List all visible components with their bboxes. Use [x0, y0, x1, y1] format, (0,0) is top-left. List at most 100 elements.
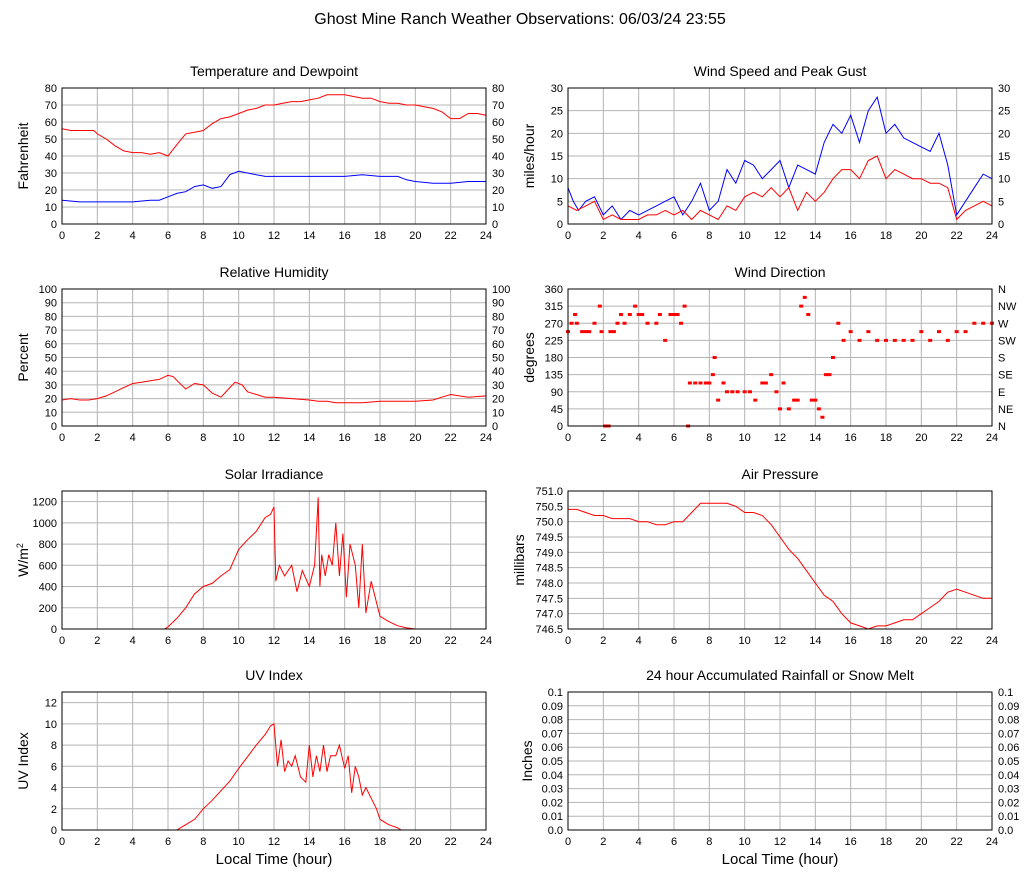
x-tick-label: 4	[636, 836, 642, 848]
x-tick-label: 20	[409, 836, 421, 848]
y-tick-label: 749.5	[535, 532, 563, 544]
x-tick-label: 2	[600, 836, 606, 848]
chart-title: Temperature and Dewpoint	[190, 63, 358, 79]
data-point	[633, 304, 638, 308]
right-axis-label: 20	[492, 394, 504, 406]
y-tick-label: 70	[45, 325, 57, 337]
x-tick-label: 16	[339, 635, 351, 647]
y-tick-label: 748.5	[535, 563, 563, 575]
data-point	[569, 321, 574, 325]
right-axis-label: 15	[998, 151, 1010, 163]
data-point	[682, 304, 687, 308]
data-point	[809, 398, 814, 402]
right-axis-label: NW	[998, 301, 1017, 313]
y-tick-label: 200	[39, 603, 57, 615]
x-tick-label: 6	[671, 836, 677, 848]
right-axis-label: 50	[492, 353, 504, 365]
right-axis-label: NE	[998, 404, 1013, 416]
data-point	[672, 312, 676, 316]
right-axis-label: 10	[492, 202, 504, 214]
chart-title: Wind Speed and Peak Gust	[694, 63, 867, 79]
data-point	[781, 381, 786, 385]
y-tick-label: 80	[45, 311, 57, 323]
x-tick-label: 10	[233, 432, 245, 444]
y-axis-label: Inches	[519, 740, 535, 781]
x-axis-label: Local Time (hour)	[722, 851, 839, 868]
x-tick-label: 18	[374, 836, 386, 848]
x-tick-label: 24	[986, 230, 998, 242]
data-point	[622, 321, 627, 325]
x-tick-label: 4	[130, 432, 136, 444]
y-tick-label: 0	[51, 421, 57, 433]
y-tick-label: 0.07	[542, 728, 563, 740]
data-point	[760, 381, 765, 385]
y-tick-label: 100	[39, 284, 57, 296]
series-line	[61, 170, 486, 203]
right-axis-label: 70	[492, 100, 504, 112]
x-tick-label: 20	[915, 230, 927, 242]
y-tick-label: 0.09	[542, 701, 563, 713]
data-point	[919, 330, 924, 334]
y-tick-label: 50	[45, 134, 57, 146]
data-point	[730, 390, 735, 394]
y-tick-label: 80	[45, 83, 57, 95]
data-point	[841, 338, 846, 342]
x-tick-label: 18	[374, 230, 386, 242]
y-axis-label: W/m2	[15, 543, 31, 577]
x-tick-label: 24	[480, 836, 492, 848]
right-axis-label: 0.02	[998, 797, 1019, 809]
y-tick-label: 40	[45, 366, 57, 378]
y-tick-label: 747.0	[535, 609, 563, 621]
y-tick-label: 2	[51, 804, 57, 816]
data-point	[945, 338, 950, 342]
data-point	[806, 312, 811, 316]
y-tick-label: 0.0	[548, 825, 563, 837]
data-point	[820, 415, 825, 419]
right-axis-label: 5	[998, 196, 1004, 208]
y-tick-label: 750.0	[535, 517, 563, 529]
x-tick-label: 4	[636, 432, 642, 444]
data-point	[836, 321, 841, 325]
right-axis-label: 30	[998, 83, 1010, 95]
data-point	[710, 373, 715, 377]
series-line	[567, 155, 993, 221]
x-tick-label: 4	[636, 635, 642, 647]
series-line	[567, 95, 993, 221]
data-point	[687, 381, 692, 385]
y-tick-label: 12	[45, 698, 57, 710]
x-tick-label: 12	[774, 432, 786, 444]
x-tick-label: 8	[200, 230, 206, 242]
chart-title: UV Index	[245, 667, 303, 683]
x-tick-label: 24	[986, 432, 998, 444]
y-tick-label: 10	[45, 719, 57, 731]
x-tick-label: 10	[739, 230, 751, 242]
x-tick-label: 24	[480, 230, 492, 242]
x-tick-label: 8	[706, 230, 712, 242]
data-point	[721, 381, 726, 385]
y-tick-label: 800	[39, 539, 57, 551]
right-axis-label: 0	[998, 219, 1004, 231]
x-tick-label: 6	[165, 432, 171, 444]
x-tick-label: 0	[59, 635, 65, 647]
y-tick-label: 20	[551, 128, 563, 140]
x-tick-label: 0	[565, 635, 571, 647]
x-tick-label: 14	[809, 635, 821, 647]
y-tick-label: 180	[545, 353, 563, 365]
y-tick-label: 0.05	[542, 756, 563, 768]
right-axis-label: 90	[492, 298, 504, 310]
right-axis-label: 0	[492, 219, 498, 231]
right-axis-label: 20	[998, 128, 1010, 140]
x-tick-label: 22	[951, 230, 963, 242]
x-tick-label: 20	[915, 635, 927, 647]
x-tick-label: 0	[59, 230, 65, 242]
y-tick-label: 746.5	[535, 624, 563, 636]
y-tick-label: 20	[45, 185, 57, 197]
x-tick-label: 6	[165, 836, 171, 848]
y-tick-label: 0	[51, 825, 57, 837]
x-tick-label: 16	[339, 836, 351, 848]
y-tick-label: 30	[551, 83, 563, 95]
